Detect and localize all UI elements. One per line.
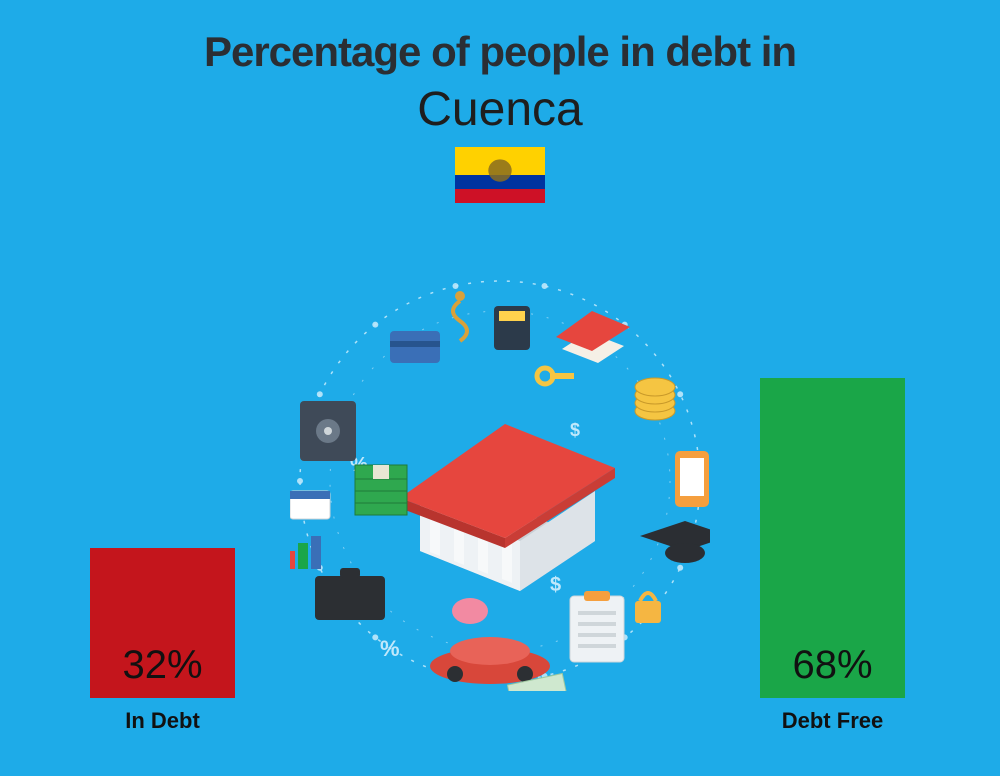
flag-icon (455, 147, 545, 203)
bar-value: 32% (122, 643, 202, 698)
bar-in_debt: 32% In Debt (90, 548, 235, 734)
bar-value: 68% (792, 643, 872, 698)
svg-text:$: $ (570, 420, 580, 440)
svg-text:%: % (380, 636, 400, 661)
page-subtitle: Cuenca (0, 82, 1000, 137)
page-title: Percentage of people in debt in (0, 0, 1000, 76)
chart-area: %%$$ 32%In Debt68%Debt Free (0, 236, 1000, 776)
bar-label: Debt Free (760, 708, 905, 734)
svg-text:$: $ (550, 574, 561, 596)
bar-debt_free: 68% Debt Free (760, 378, 905, 734)
finance-illustration: %%$$ (290, 271, 710, 691)
bar-label: In Debt (90, 708, 235, 734)
bar-rect: 32% (90, 548, 235, 698)
bar-rect: 68% (760, 378, 905, 698)
